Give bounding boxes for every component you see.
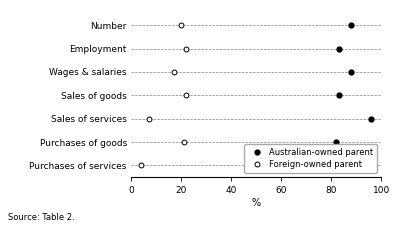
X-axis label: %: % [252,198,260,208]
Text: Source: Table 2.: Source: Table 2. [8,213,75,222]
Legend: Australian-owned parent, Foreign-owned parent: Australian-owned parent, Foreign-owned p… [245,144,377,173]
